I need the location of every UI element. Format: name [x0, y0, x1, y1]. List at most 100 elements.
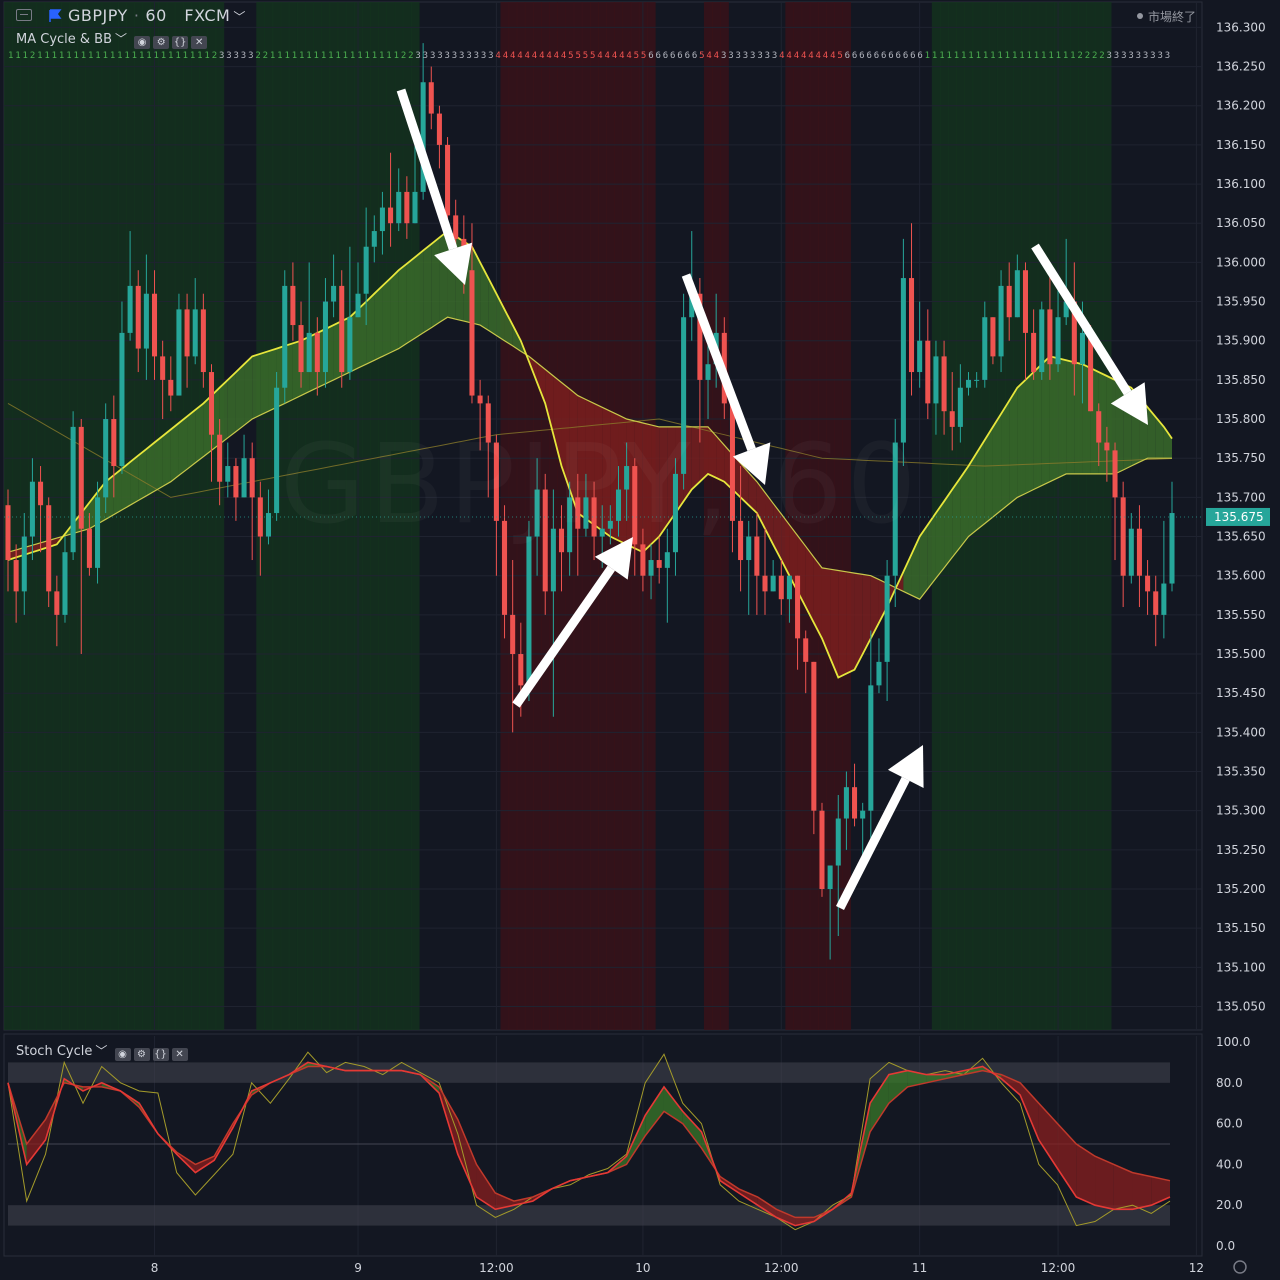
ma-cloud-segment [553, 375, 562, 467]
candle [111, 395, 117, 498]
candle [119, 301, 125, 474]
candle-body [550, 528, 556, 592]
symbol-name[interactable]: GBPJPY [68, 6, 128, 25]
interval-label[interactable]: 60 [145, 6, 167, 25]
symbol-header[interactable]: GBPJPY · 60 FXCM ﹀ [68, 6, 246, 25]
ma-cloud-segment [195, 403, 204, 463]
candle [95, 481, 101, 584]
candle-body [1136, 528, 1142, 576]
cycle-digit: 6 [859, 51, 864, 61]
cycle-digit: 2 [408, 51, 413, 61]
cycle-digit: 3 [437, 51, 442, 61]
cycle-digit: 4 [532, 51, 537, 61]
cycle-background-bar [793, 2, 803, 1030]
ma-cloud-segment [406, 257, 415, 344]
candle-body [200, 309, 206, 373]
stoch-cloud-segment [457, 1119, 477, 1198]
cycle-digit: 1 [335, 51, 340, 61]
candle [949, 372, 955, 451]
indicator-sub-name[interactable]: Stoch Cycle [16, 1044, 93, 1059]
chevron-down-icon[interactable]: ﹀ [95, 1044, 108, 1058]
cycle-digit: 6 [896, 51, 901, 61]
close-icon[interactable]: ✕ [171, 1048, 188, 1061]
cycle-digit: 1 [299, 51, 304, 61]
cycle-background-bar [191, 2, 200, 1030]
ma-cloud-segment [927, 513, 936, 589]
candle-body [331, 285, 337, 302]
gear-icon[interactable]: ⚙ [153, 36, 170, 49]
cycle-digit: 4 [794, 51, 799, 61]
close-icon[interactable]: ✕ [191, 36, 208, 49]
candle [1112, 442, 1118, 561]
oversold-band [8, 1205, 1170, 1226]
candle-body [95, 497, 101, 568]
candle-body [697, 293, 703, 380]
candle-body [965, 379, 972, 388]
cycle-digit: 3 [765, 51, 770, 61]
price-tick-label: 135.950 [1216, 295, 1266, 309]
cycle-background-bar [166, 2, 176, 1030]
candle [388, 152, 394, 247]
chevron-down-icon[interactable]: ﹀ [115, 32, 128, 46]
cycle-digit: 4 [823, 51, 828, 61]
stoch-cloud-segment [776, 1209, 796, 1226]
ma-cloud-segment [740, 463, 749, 506]
gear-icon[interactable]: ⚙ [133, 1048, 150, 1061]
chevron-down-icon[interactable]: ﹀ [233, 10, 246, 24]
stoch-cloud-segment [626, 1115, 646, 1165]
ma-cloud-segment [187, 409, 196, 470]
eye-icon[interactable]: ◉ [134, 36, 151, 49]
cycle-digit: 5 [575, 51, 580, 61]
candle-body [664, 552, 670, 568]
ma-cloud-segment [374, 285, 383, 361]
header-separator [173, 6, 179, 25]
candle-body [127, 285, 133, 333]
collapse-icon[interactable] [16, 9, 32, 21]
settings-gear-icon[interactable] [1233, 1260, 1247, 1274]
cycle-digit: 3 [488, 51, 493, 61]
source-code-icon[interactable]: {} [172, 36, 189, 49]
ma-cloud-segment [178, 416, 188, 476]
candle [13, 544, 19, 623]
candle-body [941, 356, 947, 412]
cycle-digit: 1 [183, 51, 188, 61]
candle-body [404, 191, 410, 224]
candle-body [770, 575, 776, 592]
candle [729, 387, 735, 553]
candle [1031, 309, 1037, 380]
cycle-digit: 4 [539, 51, 544, 61]
ma-slow-line [7, 316, 1172, 600]
ma-cloud-segment [358, 301, 367, 369]
ma-cloud-segment [414, 250, 424, 339]
candle-body [86, 528, 92, 568]
candle [819, 802, 825, 897]
cycle-background-bar [288, 2, 298, 1030]
candle [86, 513, 92, 576]
eye-icon[interactable]: ◉ [114, 1048, 131, 1061]
candle [770, 560, 776, 592]
source-code-icon[interactable]: {} [152, 1048, 169, 1061]
time-tick-label: 12:00 [764, 1261, 799, 1275]
candle-body [396, 191, 402, 224]
indicator-main-name[interactable]: MA Cycle & BB [16, 32, 113, 47]
cycle-background-bar [826, 2, 835, 1030]
ma-cloud-segment [968, 452, 977, 537]
cycle-background-bar [345, 2, 355, 1030]
stoch-cloud-segment [757, 1197, 777, 1218]
ma-cloud-segment [1163, 426, 1172, 459]
candle [5, 489, 11, 592]
indicator-main-legend[interactable]: MA Cycle & BB ﹀ ◉ ⚙{} ✕ [16, 30, 208, 49]
ma-cloud-segment [659, 426, 668, 537]
candle-body [445, 144, 451, 216]
candle [290, 262, 296, 341]
indicator-sub-legend[interactable]: Stoch Cycle ﹀ ◉ ⚙{} ✕ [16, 1042, 188, 1061]
cycle-background-bar [362, 2, 371, 1030]
candle-body [1128, 528, 1134, 576]
candle-body [1039, 309, 1045, 373]
header-separator: · [133, 6, 140, 25]
cycle-background-bar [842, 2, 851, 1030]
market-status: 市場終了 [1136, 8, 1196, 25]
candle [249, 442, 255, 561]
candle-body [355, 293, 361, 318]
